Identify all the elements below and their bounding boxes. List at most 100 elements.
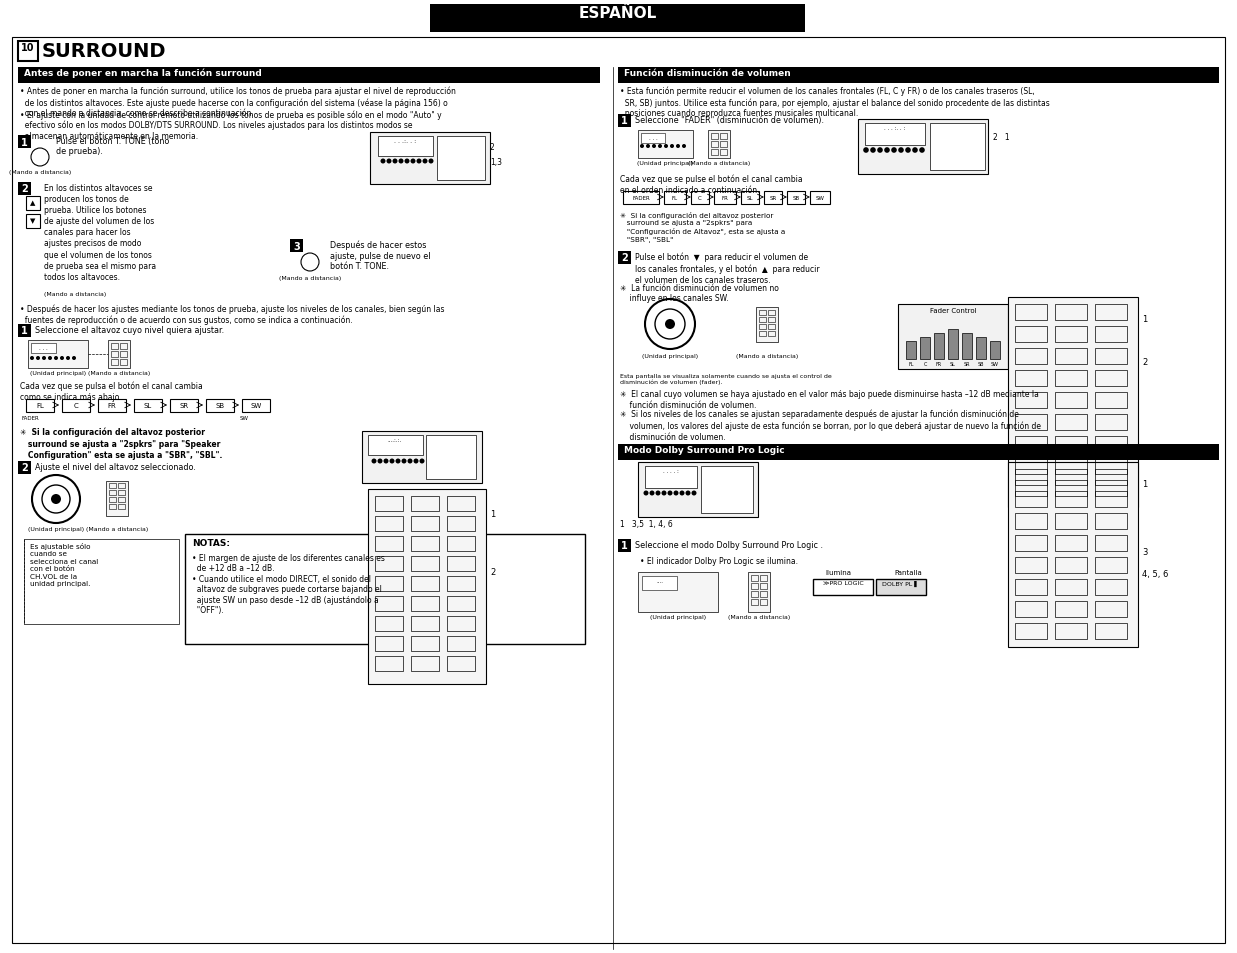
Text: 3: 3 bbox=[1142, 547, 1148, 557]
Bar bbox=[1095, 579, 1127, 596]
Circle shape bbox=[664, 145, 668, 149]
Bar bbox=[768, 317, 776, 323]
Text: . . .:. . :: . . .:. . : bbox=[393, 139, 416, 144]
Text: ✳  Si los niveles de los canales se ajustan separadamente después de ajustar la : ✳ Si los niveles de los canales se ajust… bbox=[620, 410, 1042, 442]
Text: ✳  El canal cuyo volumen se haya ajustado en el valor más bajo puede disminuirse: ✳ El canal cuyo volumen se haya ajustado… bbox=[620, 390, 1039, 410]
Text: SW: SW bbox=[991, 361, 999, 367]
Text: (Mando a distancia): (Mando a distancia) bbox=[736, 354, 798, 358]
Text: En los distintos altavoces se
producen los tonos de
prueba. Utilice los botones
: En los distintos altavoces se producen l… bbox=[45, 184, 156, 281]
Bar bbox=[426, 436, 476, 479]
Bar bbox=[375, 657, 403, 671]
Text: (Mando a distancia): (Mando a distancia) bbox=[85, 526, 148, 532]
Bar bbox=[375, 517, 403, 532]
Text: Pulse el botón T. TONE (tono
de prueba).: Pulse el botón T. TONE (tono de prueba). bbox=[56, 137, 169, 156]
Circle shape bbox=[679, 491, 684, 496]
Bar bbox=[1095, 492, 1127, 507]
Bar bbox=[447, 557, 475, 572]
Text: . . .: . . . bbox=[38, 346, 47, 351]
Bar bbox=[411, 657, 439, 671]
Bar bbox=[375, 597, 403, 612]
Bar bbox=[623, 192, 659, 205]
Bar bbox=[19, 42, 38, 62]
Text: 4, 5, 6: 4, 5, 6 bbox=[1142, 569, 1169, 578]
Text: Ilumina: Ilumina bbox=[825, 569, 851, 576]
Bar bbox=[26, 214, 40, 229]
Bar bbox=[118, 483, 125, 489]
Bar bbox=[1016, 458, 1047, 475]
Text: Cada vez que se pulse el botón el canal cambia
en el orden indicado a continuaci: Cada vez que se pulse el botón el canal … bbox=[620, 174, 803, 194]
Bar bbox=[379, 137, 433, 157]
Text: SR: SR bbox=[179, 402, 188, 409]
Circle shape bbox=[919, 148, 925, 153]
Bar bbox=[962, 334, 972, 359]
Bar bbox=[618, 68, 1218, 84]
Bar bbox=[1016, 601, 1047, 618]
Circle shape bbox=[423, 159, 428, 164]
Bar bbox=[109, 491, 116, 496]
Text: • El margen de ajuste de los diferentes canales es
  de +12 dB a –12 dB.: • El margen de ajuste de los diferentes … bbox=[192, 554, 385, 573]
Bar bbox=[1095, 558, 1127, 574]
Bar bbox=[411, 517, 439, 532]
Bar bbox=[1016, 514, 1047, 530]
Bar bbox=[948, 330, 957, 359]
Text: (Unidad principal): (Unidad principal) bbox=[642, 354, 698, 358]
Text: 1: 1 bbox=[621, 116, 628, 127]
Bar bbox=[638, 131, 693, 159]
Text: Es ajustable sólo
cuando se
selecciona el canal
con el botón
CH.VOL de la
unidad: Es ajustable sólo cuando se selecciona e… bbox=[30, 542, 98, 587]
Circle shape bbox=[72, 356, 75, 360]
Circle shape bbox=[891, 148, 897, 153]
Circle shape bbox=[656, 491, 661, 496]
Bar bbox=[976, 337, 986, 359]
Bar bbox=[430, 5, 805, 33]
Bar bbox=[31, 344, 56, 354]
Bar bbox=[109, 497, 116, 502]
Bar bbox=[375, 497, 403, 512]
Bar bbox=[118, 497, 125, 502]
Bar bbox=[24, 539, 179, 624]
Bar bbox=[111, 359, 118, 366]
Text: SB: SB bbox=[215, 402, 225, 409]
Bar bbox=[1016, 415, 1047, 431]
Bar bbox=[19, 68, 600, 84]
Text: SL: SL bbox=[950, 361, 956, 367]
Bar bbox=[447, 517, 475, 532]
Circle shape bbox=[61, 356, 64, 360]
Bar bbox=[1095, 415, 1127, 431]
Bar bbox=[1095, 470, 1127, 485]
Bar bbox=[447, 537, 475, 552]
Text: FR: FR bbox=[936, 361, 943, 367]
Bar bbox=[787, 192, 805, 205]
Bar bbox=[760, 317, 766, 323]
Bar bbox=[720, 142, 727, 148]
Circle shape bbox=[643, 491, 648, 496]
Circle shape bbox=[685, 491, 690, 496]
Bar bbox=[411, 597, 439, 612]
Text: FR: FR bbox=[721, 195, 729, 200]
Text: 2: 2 bbox=[490, 567, 495, 577]
Bar bbox=[708, 131, 730, 159]
Text: ✳  La función disminución de volumen no
    influye en los canales SW.: ✳ La función disminución de volumen no i… bbox=[620, 284, 779, 303]
Bar bbox=[447, 617, 475, 631]
Text: SR: SR bbox=[769, 195, 777, 200]
Bar bbox=[242, 399, 270, 413]
Text: SR: SR bbox=[964, 361, 970, 367]
Bar bbox=[375, 557, 403, 572]
Text: Pulse el botón  ▼  para reducir el volumen de
los canales frontales, y el botón : Pulse el botón ▼ para reducir el volumen… bbox=[635, 253, 820, 285]
Bar bbox=[362, 432, 482, 483]
Text: ✳  Si la configuración del altavoz posterior
   surround se ajusta a "2spkrs" pa: ✳ Si la configuración del altavoz poster… bbox=[20, 428, 223, 459]
Bar bbox=[375, 577, 403, 592]
Bar bbox=[1008, 462, 1138, 647]
Bar bbox=[1055, 470, 1087, 485]
Text: (Mando a distancia): (Mando a distancia) bbox=[88, 371, 150, 375]
Bar bbox=[760, 325, 766, 330]
Text: (Mando a distancia): (Mando a distancia) bbox=[688, 161, 750, 166]
Text: Después de hacer estos
ajuste, pulse de nuevo el
botón T. TONE.: Después de hacer estos ajuste, pulse de … bbox=[330, 241, 430, 271]
Bar bbox=[756, 308, 778, 343]
Bar bbox=[644, 467, 696, 489]
Text: (Mando a distancia): (Mando a distancia) bbox=[278, 275, 341, 281]
Text: SL: SL bbox=[747, 195, 753, 200]
Circle shape bbox=[390, 459, 395, 464]
Text: Seleccione el altavoz cuyo nivel quiera ajustar.: Seleccione el altavoz cuyo nivel quiera … bbox=[35, 326, 224, 335]
Bar bbox=[768, 332, 776, 336]
Bar bbox=[711, 142, 717, 148]
